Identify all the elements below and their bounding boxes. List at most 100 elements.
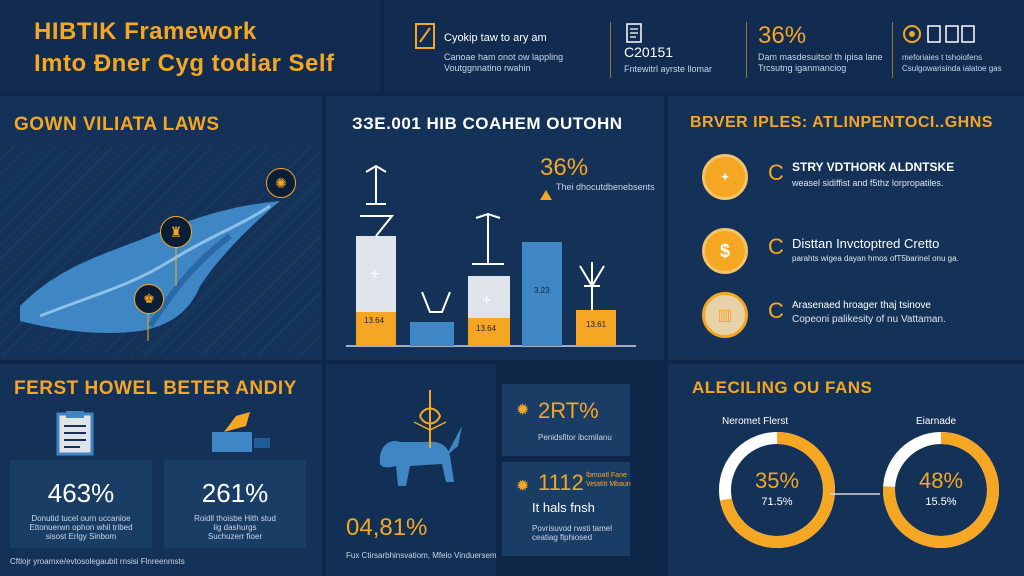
principle-item-1-desc: weasel sidiffist and f5thz lorpropatiles… xyxy=(792,178,944,188)
donut-1-arc xyxy=(719,432,835,548)
mid-stat-b-sub: It hals fnsh xyxy=(532,500,595,515)
header-stat-2-desc: Fntewitrl ayrste llomar xyxy=(624,64,713,74)
header-stat-4-desc2: Csulgowarisinda ialatoe gas xyxy=(902,64,1002,73)
bar-4 xyxy=(522,242,562,346)
target-icon xyxy=(903,25,975,43)
principle-item-3-bracket: C xyxy=(768,298,784,323)
header-stat-1-desc: Canoae ham onot ow lappling xyxy=(444,52,564,62)
mid-stat-b-note: Ibmoatl Fane xyxy=(586,472,627,479)
donut-2-sub: 15.5% xyxy=(925,496,957,508)
laws-panel: GOWN VILIATA LAWS ♜ ✺ ♚ xyxy=(0,96,322,360)
principle-item-3-heading: Arasenaed hroager thaj tsinove xyxy=(792,300,931,311)
chart-callout-desc: Thei dhocutdbenebsents xyxy=(556,182,655,192)
mid-stat-b: ✹ 1112 Ibmoatl Fane Vetatitt Mbaun It ha… xyxy=(502,462,631,556)
donut-charts xyxy=(719,432,999,548)
bar-3-label: 13.64 xyxy=(476,324,497,333)
mid-stat-b-icon: ✹ xyxy=(516,478,530,495)
principle-item-3-desc: Copeoni palikesity of nu Vattaman. xyxy=(792,314,946,325)
divider xyxy=(746,22,747,78)
better-card-1-value: 463% xyxy=(47,478,115,508)
principle-item-2-desc: parahts wigea dayan hmos ofT5barinel onu… xyxy=(792,254,959,263)
header-stat-1-value: Cyokip taw to ary am xyxy=(444,32,547,44)
better-card-2-desc2: lig dashurgs xyxy=(213,523,257,532)
divider xyxy=(610,22,611,78)
header-stat-3: 36% Dam masdesuitsol th ipisa lane Trcsu… xyxy=(758,22,898,78)
principle-item-2-bracket: C xyxy=(768,234,784,259)
page-title: HIBTIK Framework xyxy=(34,18,257,45)
bar-5 xyxy=(576,310,616,346)
principle-item-1: ✦ C STRY VDTHORK ALDNTSKE weasel sidiffi… xyxy=(702,154,1012,210)
bar-2 xyxy=(410,322,454,346)
chart-callout-value: 36% xyxy=(540,154,589,181)
coin-icon: ✦ xyxy=(702,154,748,200)
better-card-2-desc3: Suchuzerr fioer xyxy=(207,532,263,541)
donut-1-value: 35% xyxy=(754,468,800,493)
mid-stat-a-desc: Penidsfitor ibcmilanu xyxy=(538,433,612,442)
bar-3-base xyxy=(468,318,510,346)
principles-panel: BRVER IPLES: ATLINPENTOCI..GHNS ✦ C STRY… xyxy=(668,96,1024,360)
better-title: FERST HOWEL BETER ANDIY xyxy=(14,378,297,399)
mid-bottom-value: 04,81% xyxy=(346,514,428,541)
donut-2-label: Eiarnade xyxy=(916,416,957,427)
header-stat-1-desc2: Voutggnnatino rwahin xyxy=(444,63,531,73)
better-card-2-value: 261% xyxy=(201,478,269,508)
principle-item-3: ▥ C Arasenaed hroager thaj tsinove Copeo… xyxy=(702,292,1012,348)
principle-item-2-heading: Disttan Invctoptred Cretto xyxy=(792,236,940,251)
sun-icon: ✺ xyxy=(266,168,296,198)
better-footer: Cftlojr yroamxe/evtosolegaubit rnsisi Fl… xyxy=(10,557,185,566)
header-stat-4-desc: meforiaies t tshoiofens xyxy=(902,53,983,62)
fans-title: ALECILING OU FANS xyxy=(692,378,873,397)
better-panel: FERST HOWEL BETER ANDIY 463% Donutid tuc… xyxy=(0,364,322,576)
better-card-1-desc3: sisost Erlgy Sinbom xyxy=(45,532,117,541)
mid-bottom-desc: Fux Ctirsarbhinsvatiom, Mfelo Vinduersem xyxy=(346,551,497,560)
dollar-coin-icon: $ xyxy=(702,228,748,274)
bar-1-base xyxy=(356,312,396,346)
mid-stat-b-value: 1112 xyxy=(538,470,584,495)
better-card-1-desc: Donutid tucel ourn uccanioe xyxy=(31,514,131,523)
bar-4-label: 3.23 xyxy=(534,286,550,295)
header-stat-4: meforiaies t tshoiofens Csulgowarisinda … xyxy=(902,22,1020,78)
donut-2-arc xyxy=(883,432,999,548)
gramophone-icon xyxy=(206,410,276,456)
bar-1-label: 13.64 xyxy=(364,316,385,325)
mid-stat-a: ✹ 2RT% Penidsfitor ibcmilanu xyxy=(502,384,630,456)
pencil-box-icon xyxy=(415,23,435,49)
divider xyxy=(892,22,893,78)
principle-item-1-bracket: C xyxy=(768,160,784,185)
mid-stat-a-value: 2RT% xyxy=(538,398,599,423)
principle-item-1-heading: STRY VDTHORK ALDNTSKE xyxy=(792,160,955,174)
donut-1-sub: 71.5% xyxy=(761,496,793,508)
page-subtitle: Imto Ðner Cyg todiar Self xyxy=(34,50,335,77)
donut-1-label: Neromet Flerst xyxy=(722,416,789,427)
principle-item-2: $ C Disttan Invctoptred Cretto parahts w… xyxy=(702,228,1012,284)
mid-stat-b-desc2: ceatiag flphiosed xyxy=(532,533,593,542)
bar-chart xyxy=(346,164,636,347)
bar-5-label: 13.61 xyxy=(586,320,607,329)
scroll-icon: ♚ xyxy=(134,284,164,314)
principles-title: BRVER IPLES: ATLINPENTOCI..GHNS xyxy=(690,114,993,131)
mid-panel-left: 04,81% Fux Ctirsarbhinsvatiom, Mfelo Vin… xyxy=(326,364,497,576)
header-stat-1: Cyokip taw to ary am Canoae ham onot ow … xyxy=(414,22,614,78)
better-card-2: 261% Roidll thoisbe Hith stud lig dashur… xyxy=(164,460,306,548)
header-stat-2-value: C20151 xyxy=(624,44,674,60)
header-title-panel: HIBTIK Framework Imto Ðner Cyg todiar Se… xyxy=(0,0,380,92)
header-stats-panel: Cyokip taw to ary am Canoae ham onot ow … xyxy=(384,0,1024,92)
bar-1-plus: + xyxy=(370,266,380,283)
mid-stat-b-note2: Vetatitt Mbaun xyxy=(586,481,631,488)
document-icon xyxy=(626,23,642,43)
chart-title: ЗЗЕ.001 HIB COAHEM OUTOHN xyxy=(352,114,623,133)
bar-3-plus: + xyxy=(482,292,492,309)
fans-panel: ALECILING OU FANS Neromet Flerst Eiarnad… xyxy=(668,364,1024,576)
better-card-1: 463% Donutid tucel ourn uccanioe Ettonue… xyxy=(10,460,152,548)
lamp-icon: ♜ xyxy=(160,216,192,248)
mid-stat-b-desc: Povrisuvod rwsti tamel xyxy=(532,524,613,533)
donut-2-value: 48% xyxy=(918,468,964,493)
header-stat-3-value: 36% xyxy=(758,22,807,49)
clipboard-icon xyxy=(52,410,98,456)
header-stat-2: C20151 Fntewitrl ayrste llomar xyxy=(624,22,744,78)
beer-icon: ▥ xyxy=(702,292,748,338)
mid-stat-a-icon: ✹ xyxy=(516,402,530,419)
chart-panel: ЗЗЕ.001 HIB COAHEM OUTOHN 36% Thei dhocu… xyxy=(326,96,664,360)
header-stat-3-desc: Dam masdesuitsol th ipisa lane xyxy=(758,52,883,62)
better-card-1-desc2: Ettonuerwn ophon whil tribed xyxy=(29,523,133,532)
